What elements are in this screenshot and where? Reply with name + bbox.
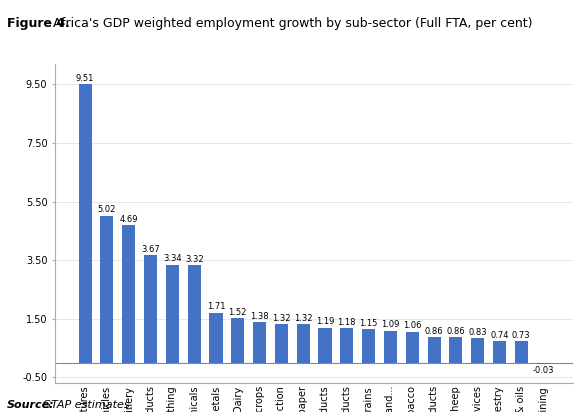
- Text: 3.67: 3.67: [141, 245, 160, 254]
- Text: 0.73: 0.73: [512, 331, 530, 340]
- Text: Figure 4.: Figure 4.: [7, 17, 70, 30]
- Bar: [340, 328, 353, 363]
- Text: Africa's GDP weighted employment growth by sub-sector (Full FTA, per cent): Africa's GDP weighted employment growth …: [49, 17, 533, 30]
- Bar: [122, 225, 135, 363]
- Text: 5.02: 5.02: [98, 205, 116, 214]
- Text: 0.83: 0.83: [468, 328, 487, 337]
- Bar: [427, 337, 441, 363]
- Text: 0.86: 0.86: [425, 327, 444, 336]
- Bar: [210, 313, 222, 363]
- Text: 1.52: 1.52: [229, 308, 247, 317]
- Bar: [275, 324, 288, 363]
- Text: 3.34: 3.34: [163, 254, 182, 263]
- Text: -0.03: -0.03: [532, 366, 554, 375]
- Bar: [79, 84, 91, 363]
- Bar: [253, 322, 266, 363]
- Bar: [406, 332, 419, 363]
- Bar: [231, 318, 244, 363]
- Bar: [471, 338, 484, 363]
- Text: GTAP estimates.: GTAP estimates.: [39, 400, 134, 410]
- Bar: [144, 255, 157, 363]
- Text: Source:: Source:: [7, 400, 54, 410]
- Bar: [493, 341, 506, 363]
- Text: 1.18: 1.18: [338, 318, 356, 327]
- Bar: [296, 324, 310, 363]
- Text: 1.38: 1.38: [250, 312, 269, 321]
- Bar: [188, 265, 201, 363]
- Bar: [318, 328, 332, 363]
- Text: 3.32: 3.32: [185, 255, 203, 264]
- Bar: [100, 215, 113, 363]
- Text: 9.51: 9.51: [76, 74, 94, 83]
- Text: 1.19: 1.19: [316, 317, 334, 326]
- Text: 1.32: 1.32: [294, 314, 313, 323]
- Text: 1.71: 1.71: [207, 302, 225, 311]
- Text: 1.06: 1.06: [403, 321, 422, 330]
- Text: 1.15: 1.15: [360, 318, 378, 328]
- Text: 1.32: 1.32: [272, 314, 291, 323]
- Bar: [166, 265, 179, 363]
- Text: 0.86: 0.86: [446, 327, 465, 336]
- Bar: [449, 337, 463, 363]
- Text: 4.69: 4.69: [119, 215, 138, 224]
- Text: 1.09: 1.09: [381, 320, 400, 329]
- Bar: [362, 329, 375, 363]
- Bar: [515, 341, 528, 363]
- Text: 0.74: 0.74: [490, 330, 509, 339]
- Bar: [384, 331, 397, 363]
